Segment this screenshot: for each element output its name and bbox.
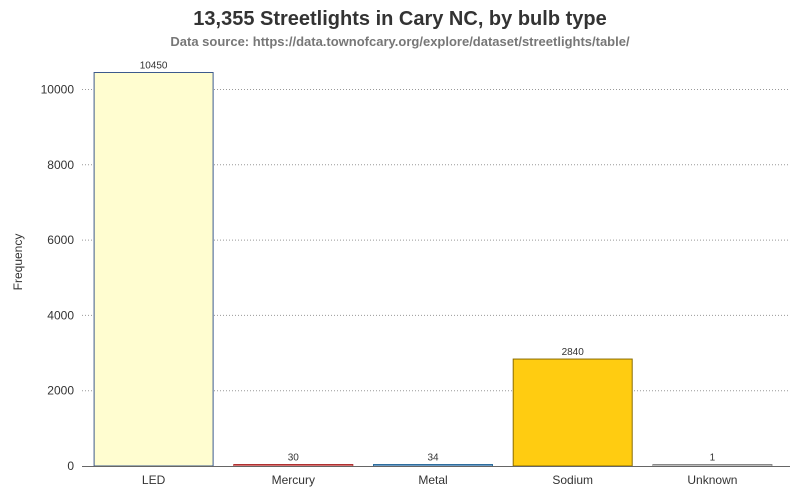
bar-metal — [373, 464, 493, 467]
data-label: 10450 — [140, 61, 168, 72]
x-tick-label: LED — [142, 473, 166, 487]
data-label: 34 — [427, 453, 439, 464]
y-tick-label: 2000 — [47, 384, 74, 398]
data-label: 30 — [288, 453, 300, 464]
chart-title: 13,355 Streetlights in Cary NC, by bulb … — [193, 8, 607, 30]
bar-led — [93, 72, 214, 467]
y-tick-label: 4000 — [47, 308, 74, 322]
data-label: 2840 — [562, 347, 585, 358]
x-tick-label: Sodium — [552, 473, 593, 487]
y-tick-labels: 0 2000 4000 6000 8000 10000 — [41, 82, 75, 473]
data-labels: 10450 30 34 2840 1 — [140, 61, 716, 464]
bar-sodium — [512, 358, 633, 467]
x-tick-label: Mercury — [272, 473, 315, 487]
x-tick-labels: LED Mercury Metal Sodium Unknown — [142, 473, 737, 487]
y-tick-label: 0 — [67, 459, 74, 473]
x-tick-label: Unknown — [687, 473, 737, 487]
bars — [93, 72, 773, 467]
bar-unknown — [652, 464, 773, 467]
y-tick-label: 10000 — [41, 82, 75, 96]
data-label: 1 — [710, 453, 716, 464]
chart-subtitle: Data source: https://data.townofcary.org… — [170, 34, 630, 49]
bar-mercury — [233, 464, 354, 467]
y-axis-title: Frequency — [11, 234, 25, 291]
y-tick-label: 6000 — [47, 233, 74, 247]
y-tick-label: 8000 — [47, 158, 74, 172]
x-tick-label: Metal — [418, 473, 447, 487]
